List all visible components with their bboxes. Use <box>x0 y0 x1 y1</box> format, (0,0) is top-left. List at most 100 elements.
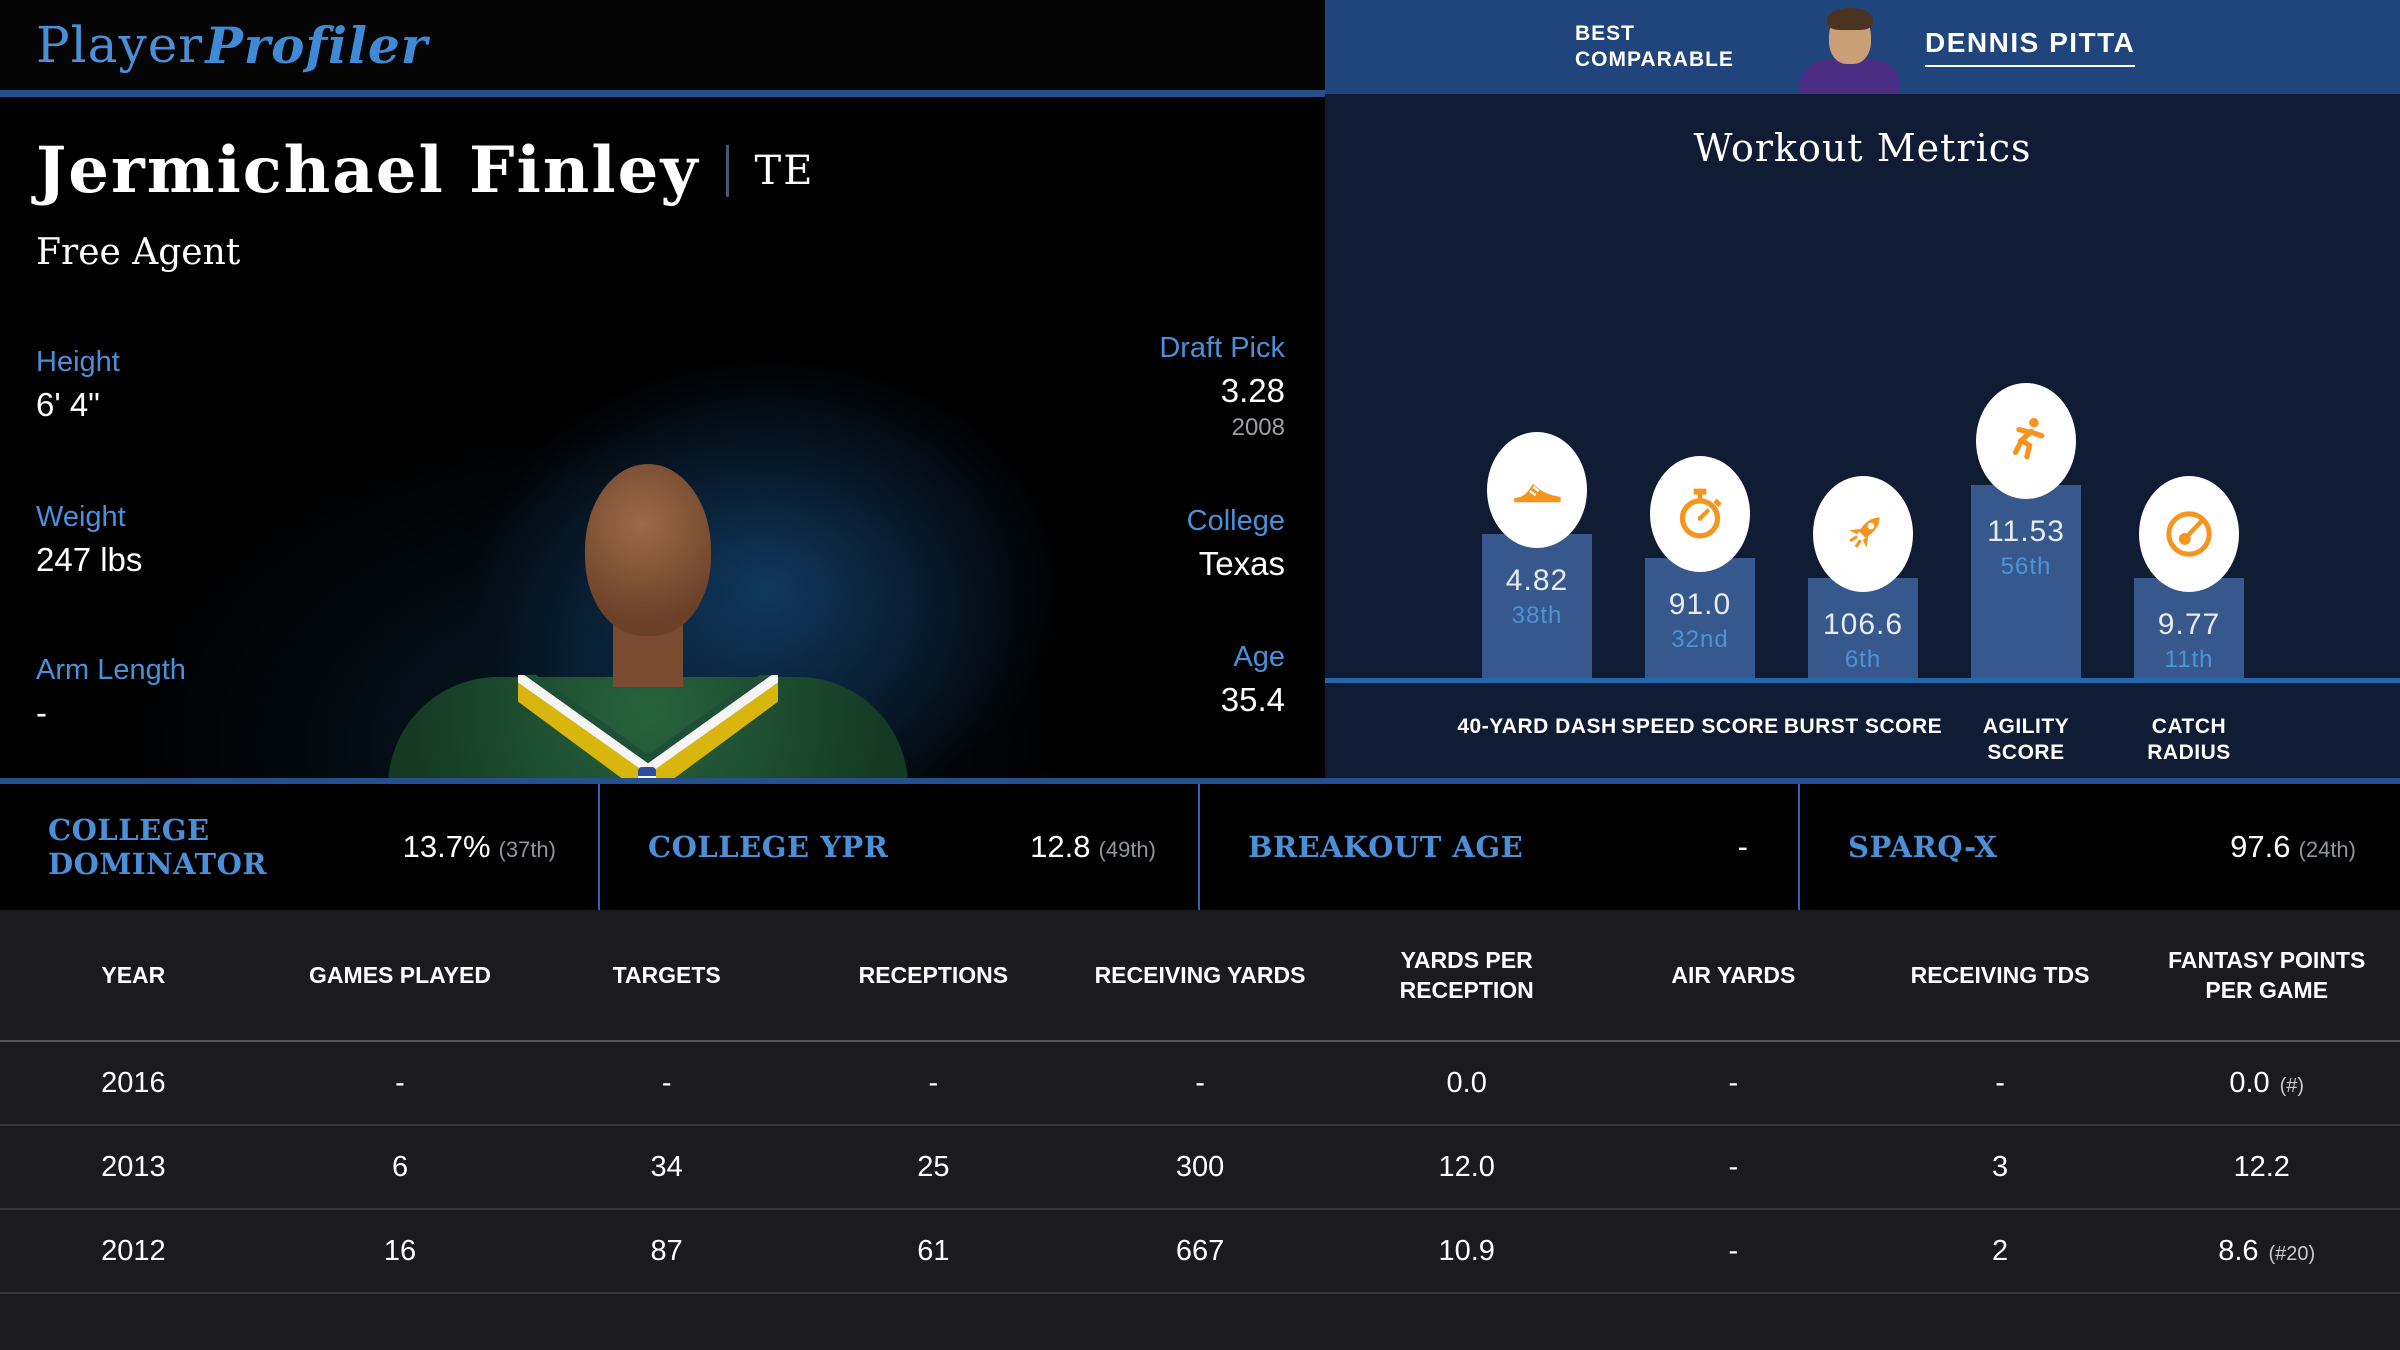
bio-college-label: College <box>1186 505 1285 537</box>
col-games-played: GAMES PLAYED <box>309 962 491 988</box>
stat-divider <box>1198 784 1200 910</box>
player-head <box>585 464 711 636</box>
college-stats-band: COLLEGE DOMINATOR 13.7% (37th) COLLEGE YP… <box>0 784 2400 910</box>
table-row-2012: 2012 16 87 61 667 10.9 - 2 8.6 (#20) <box>0 1210 2400 1294</box>
label-40-yard-dash: 40-Yard Dash <box>1457 715 1617 738</box>
stat-college-dominator-label: COLLEGE DOMINATOR <box>48 813 267 881</box>
cell-air-yards: - <box>1728 1150 1739 1183</box>
workout-metrics-title: Workout Metrics <box>1693 126 2032 170</box>
bio-weight-label: Weight <box>36 501 126 533</box>
stat-college-ypr-rank: (49th) <box>1098 837 1156 862</box>
cell-year: 2012 <box>101 1234 166 1267</box>
bar-burst-score: 106.6 6th <box>1808 578 1918 678</box>
best-comparable-label-line2: COMPARABLE <box>1575 48 1734 71</box>
player-name: Jermichael Finley <box>36 133 700 208</box>
cell-fantasy-points-value: 8.6 <box>2218 1234 2259 1267</box>
col-receiving-yards: RECEIVING YARDS <box>1094 962 1306 988</box>
bar-catch-radius: 9.77 11th <box>2134 578 2244 678</box>
player-info-panel: Jermichael Finley TE Free Agent Height 6… <box>0 97 1325 849</box>
col-targets: TARGETS <box>612 962 721 988</box>
bio-college-value: Texas <box>1198 545 1285 582</box>
cell-receiving-yards: - <box>1195 1066 1205 1099</box>
cell-receptions: 25 <box>917 1150 950 1183</box>
stat-college-ypr-value: 12.8 <box>1030 829 1091 864</box>
stat-breakout-age-value-group: - <box>1738 829 1756 865</box>
bar-agility-score: 11.53 56th <box>1971 485 2081 678</box>
col-receptions: RECEPTIONS <box>858 962 1009 988</box>
gauge-icon <box>2139 476 2239 592</box>
cell-games-played: 16 <box>383 1234 417 1267</box>
bar-percentile-agility-score: 56th <box>2000 553 2052 580</box>
col-receiving-tds: RECEIVING TDS <box>1910 962 2090 988</box>
bio-age-value: 35.4 <box>1220 681 1285 718</box>
stat-sparq-x-rank: (24th) <box>2298 837 2356 862</box>
stat-breakout-age-value: - <box>1737 829 1748 864</box>
col-fantasy-points-per-game: FANTASY POINTS PER GAME <box>2168 947 2366 1003</box>
bar-value-agility-score: 11.53 <box>1987 515 2065 548</box>
cell-year: 2013 <box>101 1150 166 1183</box>
bio-arm-length-value: - <box>36 694 47 731</box>
cell-yards-per-reception: 12.0 <box>1438 1150 1495 1183</box>
bio-college: College Texas <box>1187 505 1285 583</box>
comparable-player-avatar[interactable] <box>1790 8 1910 94</box>
cell-receiving-tds: - <box>1995 1066 2005 1099</box>
bar-value-catch-radius: 9.77 <box>2157 608 2221 641</box>
rocket-icon <box>1813 476 1913 592</box>
stat-college-ypr-value-group: 12.8 (49th) <box>1030 829 1156 865</box>
cell-fantasy-points-rank: (#20) <box>2268 1242 2316 1265</box>
bio-weight: Weight 247 lbs <box>36 501 142 579</box>
chart-baseline <box>1325 678 2400 683</box>
stat-college-ypr-label: COLLEGE YPR <box>648 830 889 864</box>
bio-draft-pick-label: Draft Pick <box>1159 332 1285 364</box>
label-catch-radius: Catch Radius <box>2147 715 2231 764</box>
avatar-hair <box>1827 8 1873 30</box>
cell-air-yards: - <box>1728 1234 1739 1267</box>
name-position-divider <box>725 144 729 197</box>
cell-targets: - <box>661 1066 672 1099</box>
stat-college-ypr: COLLEGE YPR 12.8 (49th) <box>600 784 1200 910</box>
season-stats-table: YEAR GAMES PLAYED TARGETS RECEPTIONS REC… <box>0 910 2400 1350</box>
cell-receptions: - <box>928 1066 939 1099</box>
cell-receiving-yards: 667 <box>1175 1234 1225 1267</box>
cell-fantasy-points: 12.2 <box>2133 1151 2400 1184</box>
bar-percentile-burst-score: 6th <box>1844 646 1882 673</box>
stat-college-dominator-rank: (37th) <box>498 837 556 862</box>
bio-arm-length: Arm Length - <box>36 654 186 732</box>
cell-fantasy-points-rank: (#) <box>2279 1074 2305 1097</box>
cell-targets: 34 <box>650 1150 683 1183</box>
bio-height: Height 6' 4" <box>36 346 120 424</box>
bio-age: Age 35.4 <box>1221 641 1285 719</box>
bar-value-40-yard-dash: 4.82 <box>1505 564 1569 597</box>
cell-yards-per-reception: 0.0 <box>1446 1066 1487 1099</box>
bio-draft-pick: Draft Pick 3.28 2008 <box>1159 332 1285 442</box>
bio-draft-pick-year: 2008 <box>1231 414 1285 441</box>
table-row-2013: 2013 6 34 25 300 12.0 - 3 12.2 <box>0 1126 2400 1210</box>
playerprofiler-logo[interactable]: Player Profiler <box>36 0 428 90</box>
player-position: TE <box>754 147 815 194</box>
bio-age-label: Age <box>1233 641 1285 673</box>
bio-height-value: 6' 4" <box>36 386 100 423</box>
stat-divider <box>1798 784 1800 910</box>
cell-receiving-tds: 2 <box>1991 1234 2009 1267</box>
stat-sparq-x-value-group: 97.6 (24th) <box>2230 829 2356 865</box>
logo-text-profiler: Profiler <box>205 15 429 75</box>
stat-breakout-age: BREAKOUT AGE - <box>1200 784 1800 910</box>
col-year: YEAR <box>101 962 166 988</box>
bar-speed-score: 91.0 32nd <box>1645 558 1755 678</box>
bar-percentile-speed-score: 32nd <box>1671 626 1729 653</box>
cell-year: 2016 <box>101 1066 166 1099</box>
label-speed-score: Speed Score <box>1621 715 1779 738</box>
stat-sparq-x-label: SPARQ-X <box>1848 830 1998 864</box>
stat-divider <box>598 784 600 910</box>
bar-percentile-40-yard-dash: 38th <box>1511 602 1563 629</box>
best-comparable-band: BEST COMPARABLE DENNIS PITTA <box>1325 0 2400 94</box>
header-underline <box>0 90 1325 97</box>
bio-height-label: Height <box>36 346 120 378</box>
comparable-player-link[interactable]: DENNIS PITTA <box>1925 27 2136 67</box>
bio-weight-value: 247 lbs <box>36 541 143 578</box>
stat-breakout-age-label: BREAKOUT AGE <box>1248 830 1524 864</box>
cell-games-played: 6 <box>391 1150 409 1183</box>
cell-receiving-tds: 3 <box>1991 1150 2009 1183</box>
cell-games-played: - <box>395 1066 405 1099</box>
